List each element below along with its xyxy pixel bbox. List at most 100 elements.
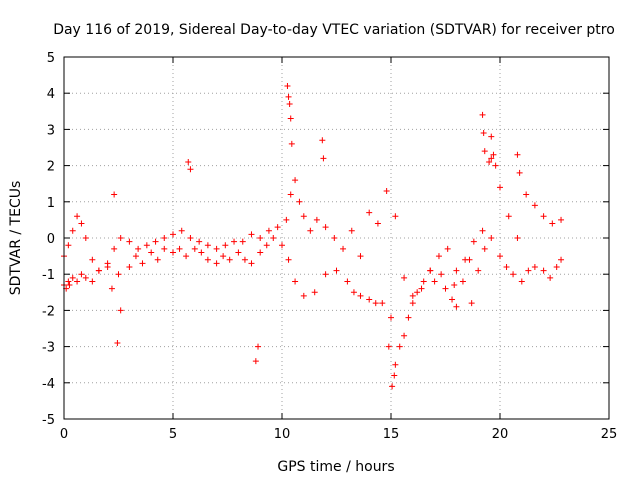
data-point <box>481 148 488 155</box>
data-point <box>115 271 122 278</box>
data-point <box>488 155 495 162</box>
y-tick-label: -1 <box>42 268 55 283</box>
y-tick-label: 5 <box>47 51 55 66</box>
data-point <box>139 260 146 267</box>
data-point <box>480 130 487 137</box>
data-point <box>89 278 96 285</box>
data-point <box>213 245 220 252</box>
data-point <box>486 158 493 165</box>
data-point <box>549 220 556 227</box>
data-point <box>239 238 246 245</box>
y-tick-label: -2 <box>42 304 55 319</box>
data-point <box>468 300 475 307</box>
data-point <box>284 82 291 89</box>
data-point <box>558 216 565 223</box>
data-point <box>320 155 327 162</box>
x-tick-label: 0 <box>60 427 68 442</box>
data-point <box>313 216 320 223</box>
x-tick-label: 25 <box>601 427 618 442</box>
data-point <box>396 343 403 350</box>
data-point <box>479 227 486 234</box>
data-point <box>481 245 488 252</box>
data-point <box>287 115 294 122</box>
data-point <box>531 202 538 209</box>
data-point <box>497 253 503 260</box>
data-point <box>274 224 281 231</box>
data-point <box>204 242 211 249</box>
data-point <box>418 285 425 292</box>
data-point <box>286 101 293 108</box>
data-point <box>126 238 133 245</box>
data-point <box>117 235 124 241</box>
data-point <box>379 300 386 307</box>
data-point <box>366 209 373 216</box>
data-point <box>152 238 159 245</box>
y-tick-label: -4 <box>42 377 55 392</box>
data-point <box>213 260 220 267</box>
data-point <box>255 343 262 350</box>
data-point <box>479 111 486 118</box>
data-point <box>161 245 168 252</box>
data-point <box>95 267 102 274</box>
data-point <box>366 296 373 303</box>
data-point <box>385 343 392 350</box>
data-point <box>148 249 155 256</box>
data-point <box>108 285 115 292</box>
data-point <box>191 245 198 252</box>
data-point <box>292 177 299 184</box>
data-point <box>427 267 434 274</box>
data-point <box>161 235 168 241</box>
data-point <box>558 256 565 263</box>
data-point <box>248 231 255 238</box>
data-point <box>154 256 161 263</box>
data-point <box>540 213 547 220</box>
data-point <box>391 372 398 379</box>
data-point <box>388 314 394 321</box>
data-point <box>488 133 495 140</box>
data-point <box>523 191 530 198</box>
data-point <box>111 191 118 198</box>
data-point <box>69 274 76 281</box>
scatter-points <box>61 82 565 390</box>
data-point <box>257 249 264 256</box>
data-point <box>453 267 460 274</box>
data-point <box>196 238 203 245</box>
data-point <box>135 245 142 252</box>
data-point <box>220 253 227 260</box>
data-point <box>389 383 396 390</box>
data-point <box>420 278 427 285</box>
data-point <box>497 184 503 191</box>
data-point <box>65 242 72 249</box>
data-point <box>490 151 497 158</box>
data-point <box>525 267 532 274</box>
data-point <box>114 339 121 346</box>
data-point <box>307 227 314 234</box>
data-point <box>65 278 72 285</box>
data-point <box>470 238 477 245</box>
data-point <box>279 242 285 249</box>
y-tick-label: 4 <box>47 87 55 102</box>
data-point <box>505 213 512 220</box>
data-point <box>492 162 499 169</box>
data-point <box>401 274 408 281</box>
data-point <box>170 231 176 238</box>
x-tick-label: 5 <box>169 427 177 442</box>
chart-title: Day 116 of 2019, Sidereal Day-to-day VTE… <box>53 22 615 38</box>
data-point <box>222 242 229 249</box>
data-point <box>518 278 525 285</box>
data-point <box>178 227 185 234</box>
data-point <box>74 278 81 285</box>
data-point <box>126 263 133 270</box>
data-point <box>287 191 294 198</box>
data-point <box>344 278 351 285</box>
data-point <box>78 220 85 227</box>
data-point <box>340 245 347 252</box>
data-point <box>69 227 76 234</box>
data-point <box>462 256 469 263</box>
data-point <box>453 303 460 310</box>
data-point <box>553 263 560 270</box>
data-point <box>350 289 357 296</box>
data-point <box>322 271 329 278</box>
data-point <box>357 292 364 299</box>
